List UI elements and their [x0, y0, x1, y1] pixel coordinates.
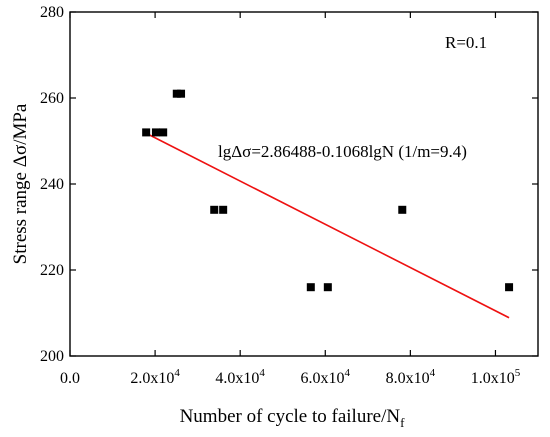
x-tick-label: 0.0 [60, 370, 80, 387]
x-tick-mantissa: 2.0x10 [130, 370, 174, 387]
x-tick-exponent: 4 [259, 367, 265, 379]
data-point [323, 283, 332, 292]
data-point [177, 89, 186, 98]
y-tick-label: 260 [40, 90, 64, 107]
data-point [151, 128, 160, 137]
data-point [159, 128, 168, 137]
y-tick-label: 220 [40, 262, 64, 279]
x-axis-title-prefix: Number of cycle to failure/N [180, 406, 401, 427]
fit-line-group [145, 132, 510, 319]
x-tick-label: 2.0x104 [130, 367, 180, 387]
annotation-ratio: R=0.1 [445, 33, 487, 52]
data-point [210, 205, 219, 214]
data-point [306, 283, 315, 292]
data-point [142, 128, 151, 137]
y-axis: 200 220 240 260 280 [40, 4, 538, 365]
annotation-equation: lgΔσ=2.86488-0.1068lgN (1/m=9.4) [218, 142, 467, 161]
data-points [142, 89, 514, 292]
x-tick-mantissa: 1.0x10 [471, 370, 515, 387]
x-axis-title: Number of cycle to failure/Nf [180, 406, 406, 430]
data-point [172, 89, 181, 98]
x-tick-label: 6.0x104 [301, 367, 351, 387]
y-axis-title: Stress range Δσ/MPa [10, 103, 31, 264]
data-point [505, 283, 514, 292]
data-point [398, 205, 407, 214]
x-tick-label: 8.0x104 [386, 367, 436, 387]
x-tick-mantissa: 0.0 [60, 370, 80, 387]
x-axis: 0.0 2.0x104 4.0x104 6.0x104 8.0x104 1.0x105 [60, 12, 521, 387]
y-tick-label: 200 [40, 348, 64, 365]
x-tick-exponent: 5 [515, 367, 521, 379]
x-tick-label: 4.0x104 [215, 367, 265, 387]
plot-frame [69, 11, 539, 357]
regression-line [145, 132, 510, 319]
x-tick-exponent: 4 [174, 367, 180, 379]
y-tick-label: 280 [40, 4, 64, 21]
x-axis-title-subscript: f [400, 415, 405, 430]
x-tick-mantissa: 8.0x10 [386, 370, 430, 387]
x-tick-exponent: 4 [345, 367, 351, 379]
y-tick-label: 240 [40, 176, 64, 193]
x-tick-exponent: 4 [430, 367, 436, 379]
x-tick-mantissa: 4.0x10 [215, 370, 259, 387]
x-tick-mantissa: 6.0x10 [301, 370, 345, 387]
x-tick-label: 1.0x105 [471, 367, 521, 387]
data-point [219, 205, 228, 214]
